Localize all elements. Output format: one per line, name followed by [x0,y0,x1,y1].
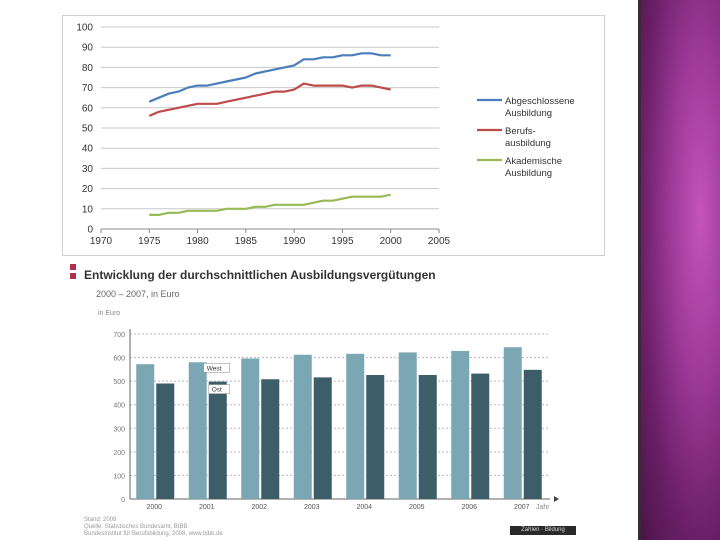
bar-ost [156,383,175,499]
bar-west [451,350,470,499]
bar-chart-title-text: Entwicklung der durchschnittlichen Ausbi… [84,268,436,282]
series-annotation-box [203,362,231,373]
y-tick-label: 40 [82,144,94,155]
bar-west [398,352,417,499]
x-tick-label: 1985 [235,236,258,247]
bar-ost [261,379,280,499]
bar-ost [313,377,332,499]
legend-label: Abgeschlossene [505,96,575,107]
series-annotation: Ost [212,387,222,394]
series-line-1 [148,52,391,103]
bar-west [503,347,522,499]
series-annotation: West [207,365,222,372]
bar-ost [418,375,437,499]
panel-divider [638,0,641,540]
bar-west [188,362,207,499]
x-tick-label: 1980 [186,236,209,247]
x-tick-label: 1990 [283,236,306,247]
legend-label: Akademische [505,156,562,167]
y-tick-label: 100 [76,23,93,34]
y-tick-label: 80 [82,63,94,74]
legend-label: Ausbildung [505,168,552,179]
source-line: Stand: 2008 [84,517,117,523]
x-tick-label: 2002 [251,504,267,511]
y-tick-label: 700 [113,332,125,339]
x-tick-label: 2003 [304,504,320,511]
y-tick-label: 30 [82,164,94,175]
bar-chart: in Euro 0 100 200 300 400 500 600 700 2000 2001 200… [98,310,559,511]
y-axis-label: in Euro [98,310,120,317]
x-axis-arrow [554,496,559,502]
y-tick-label: 90 [82,43,94,54]
x-tick-label: 2007 [514,504,530,511]
bar-west [136,364,155,499]
x-tick-label: 2005 [428,236,451,247]
y-tick-label: 100 [113,473,125,480]
y-tick-label: 70 [82,83,94,94]
line-chart: 0 10 20 30 40 50 60 70 80 90 100 1970 1975 1980 1985 19… [76,23,575,248]
source-note: Stand: 2008 Quelle: Statistisches Bundes… [84,517,223,538]
y-tick-label: 50 [82,124,94,135]
y-tick-label: 300 [113,426,125,433]
legend-label: Ausbildung [505,108,552,119]
bar-ost [208,381,227,499]
bullet-marker [70,264,76,270]
bar-ost [523,369,542,499]
publisher-badge: Zahlen · Bildung [510,526,576,535]
y-tick-label: 20 [82,184,94,195]
y-tick-label: 60 [82,103,94,114]
x-tick-label: 1995 [331,236,354,247]
y-tick-label: 500 [113,379,125,386]
title-bullet [70,272,76,279]
x-tick-label: 2005 [409,504,425,511]
bar-west [293,354,312,499]
x-tick-label: 2001 [199,504,215,511]
bar-ost [471,373,490,499]
legend-label: Berufs- [505,126,536,137]
y-tick-label: 10 [82,204,94,215]
legend-label: ausbildung [505,138,551,149]
x-tick-label: 1975 [138,236,161,247]
y-tick-label: 200 [113,450,125,457]
x-tick-label: 2000 [146,504,162,511]
source-line: Quelle: Statistisches Bundesamt, BIBB [84,524,188,530]
x-tick-label: 1970 [90,236,113,247]
y-tick-label: 0 [87,225,93,236]
bar-chart-title: Entwicklung der durchschnittlichen Ausbi… [70,268,436,282]
bar-ost [366,375,385,499]
y-tick-label: 600 [113,356,125,363]
bar-chart-subtitle: 2000 – 2007, in Euro [96,289,180,299]
y-tick-label: 0 [121,497,125,504]
series-line-2 [148,82,391,117]
source-line: Bundesinstitut für Berufsbildung, 2008, … [84,531,223,537]
x-axis-label: Jahr [536,504,550,511]
y-tick-label: 400 [113,403,125,410]
bar-west [346,353,365,499]
x-tick-label: 2006 [461,504,477,511]
decorative-side-panel [641,0,720,540]
x-tick-label: 2000 [380,236,403,247]
x-tick-label: 2004 [356,504,372,511]
series-line-3 [149,193,391,216]
bar-west [241,358,260,499]
series-annotation-box [208,384,231,394]
